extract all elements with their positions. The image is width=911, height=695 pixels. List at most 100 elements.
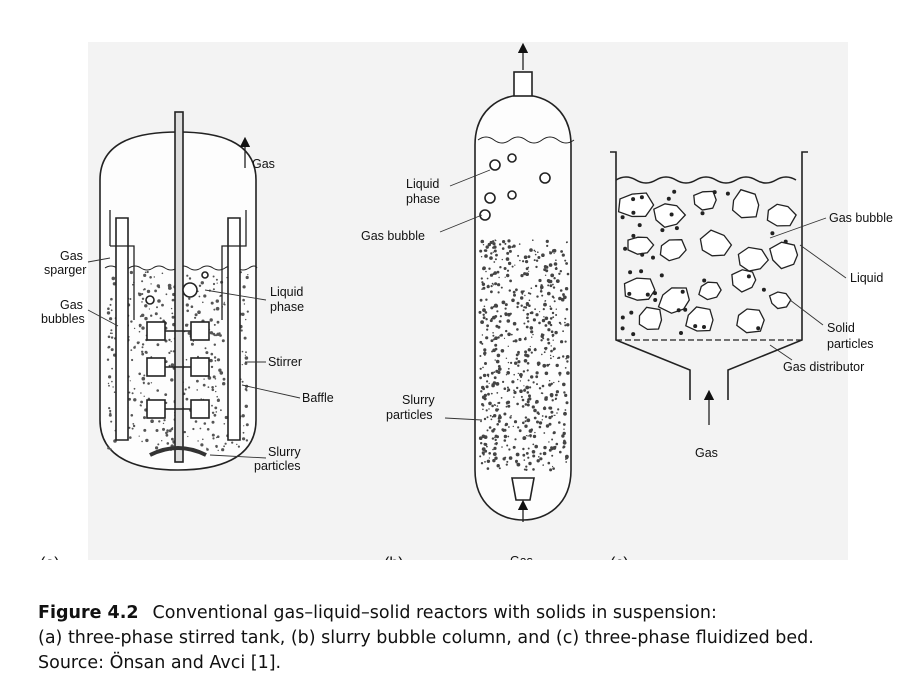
particle-dot [503, 434, 508, 439]
particle-dot [131, 392, 134, 395]
particle-dot [520, 395, 523, 398]
particle-dot [244, 388, 248, 391]
particle-dot [218, 368, 222, 372]
particle-dot [525, 468, 528, 471]
particle-dot [487, 375, 490, 378]
particle-dot [550, 382, 553, 385]
particle-dot [512, 321, 517, 326]
particle-dot [216, 436, 218, 439]
particle-dot [213, 343, 216, 346]
particle-dot [563, 391, 566, 394]
particle-dot [566, 323, 570, 327]
particle-dot [495, 382, 500, 386]
particle-dot [496, 435, 499, 439]
particle-dot [491, 383, 495, 388]
particle-dot [527, 320, 530, 323]
particle-dot [511, 265, 514, 268]
particle-dot [132, 423, 135, 425]
particle-dot [245, 439, 249, 442]
particle-dot [515, 288, 518, 292]
particle-dot [207, 386, 210, 388]
particle-dot [516, 301, 520, 305]
particle-dot [565, 308, 569, 311]
particle-dot [212, 282, 216, 286]
particle-dot [514, 361, 518, 365]
particle-dot [187, 435, 189, 438]
particle-dot [508, 289, 511, 292]
particle-dot [528, 304, 531, 308]
particle-dot [555, 279, 560, 283]
particle-dot [511, 298, 515, 303]
particle-dot [493, 245, 497, 249]
particle-dot [489, 319, 493, 323]
particle-dot [492, 452, 497, 456]
particle-dot [485, 298, 488, 301]
solid-particle [699, 229, 733, 257]
particle-dot [509, 416, 512, 419]
label-a-gas-sparger-2: sparger [44, 263, 86, 277]
particle-dot [138, 341, 140, 343]
particle-dot [493, 376, 497, 380]
gas-bubble-dot [645, 292, 650, 297]
particle-dot [512, 290, 516, 294]
particle-dot [481, 447, 486, 451]
labels-c: Gas bubble Liquid Solid particles Gas di… [695, 211, 893, 460]
particle-dot [541, 415, 544, 417]
gas-bubble-dot [702, 278, 707, 283]
particle-dot [242, 431, 245, 434]
particle-dot [211, 386, 214, 389]
particle-dot [185, 358, 188, 361]
particle-dot [170, 378, 174, 382]
particle-dot [155, 446, 159, 450]
particle-dot [532, 454, 536, 458]
particle-dot [153, 276, 155, 278]
particle-dot [551, 295, 555, 298]
particle-dot [527, 379, 530, 382]
particle-dot [517, 378, 519, 381]
particle-dot [527, 266, 530, 269]
particle-dot [166, 429, 169, 432]
particle-dot [525, 435, 528, 437]
particle-dot [498, 401, 501, 404]
particle-dot [538, 321, 541, 325]
particle-dot [555, 442, 559, 446]
particle-dot [212, 275, 215, 278]
particle-dot [483, 397, 487, 401]
particle-dot [168, 429, 172, 433]
particle-dot [150, 419, 154, 424]
particle-dot [165, 431, 168, 435]
particle-dot [221, 339, 225, 343]
particle-dot [506, 390, 509, 393]
particle-dot [552, 446, 557, 450]
particle-dot [527, 447, 530, 450]
gas-bubble-dot [700, 211, 705, 216]
particle-dot [214, 406, 218, 410]
particle-dot [494, 343, 498, 347]
particle-dot [553, 381, 555, 384]
particle-dot [522, 421, 525, 425]
particle-dot [479, 455, 482, 458]
particle-dot [108, 375, 112, 379]
particle-dot [488, 426, 492, 429]
particle-dot [484, 443, 488, 446]
particle-dot [550, 330, 554, 334]
particle-dot [107, 382, 110, 385]
particle-dot [168, 338, 171, 342]
particle-dot [555, 363, 559, 368]
particle-dot [530, 375, 534, 379]
particle-dot [526, 400, 530, 404]
particle-dot [129, 380, 131, 382]
solid-particle [737, 246, 770, 272]
particle-dot [141, 343, 145, 346]
particle-dot [154, 289, 158, 293]
particle-dot [525, 260, 529, 264]
particle-dot [553, 300, 556, 303]
particle-dot [534, 431, 536, 434]
particle-dot [216, 395, 218, 398]
particle-dot [501, 300, 506, 305]
particle-dot [549, 251, 553, 255]
particle-dot [511, 246, 514, 248]
particle-dot [156, 343, 160, 347]
particle-dot [558, 272, 561, 275]
particle-dot [540, 392, 543, 394]
